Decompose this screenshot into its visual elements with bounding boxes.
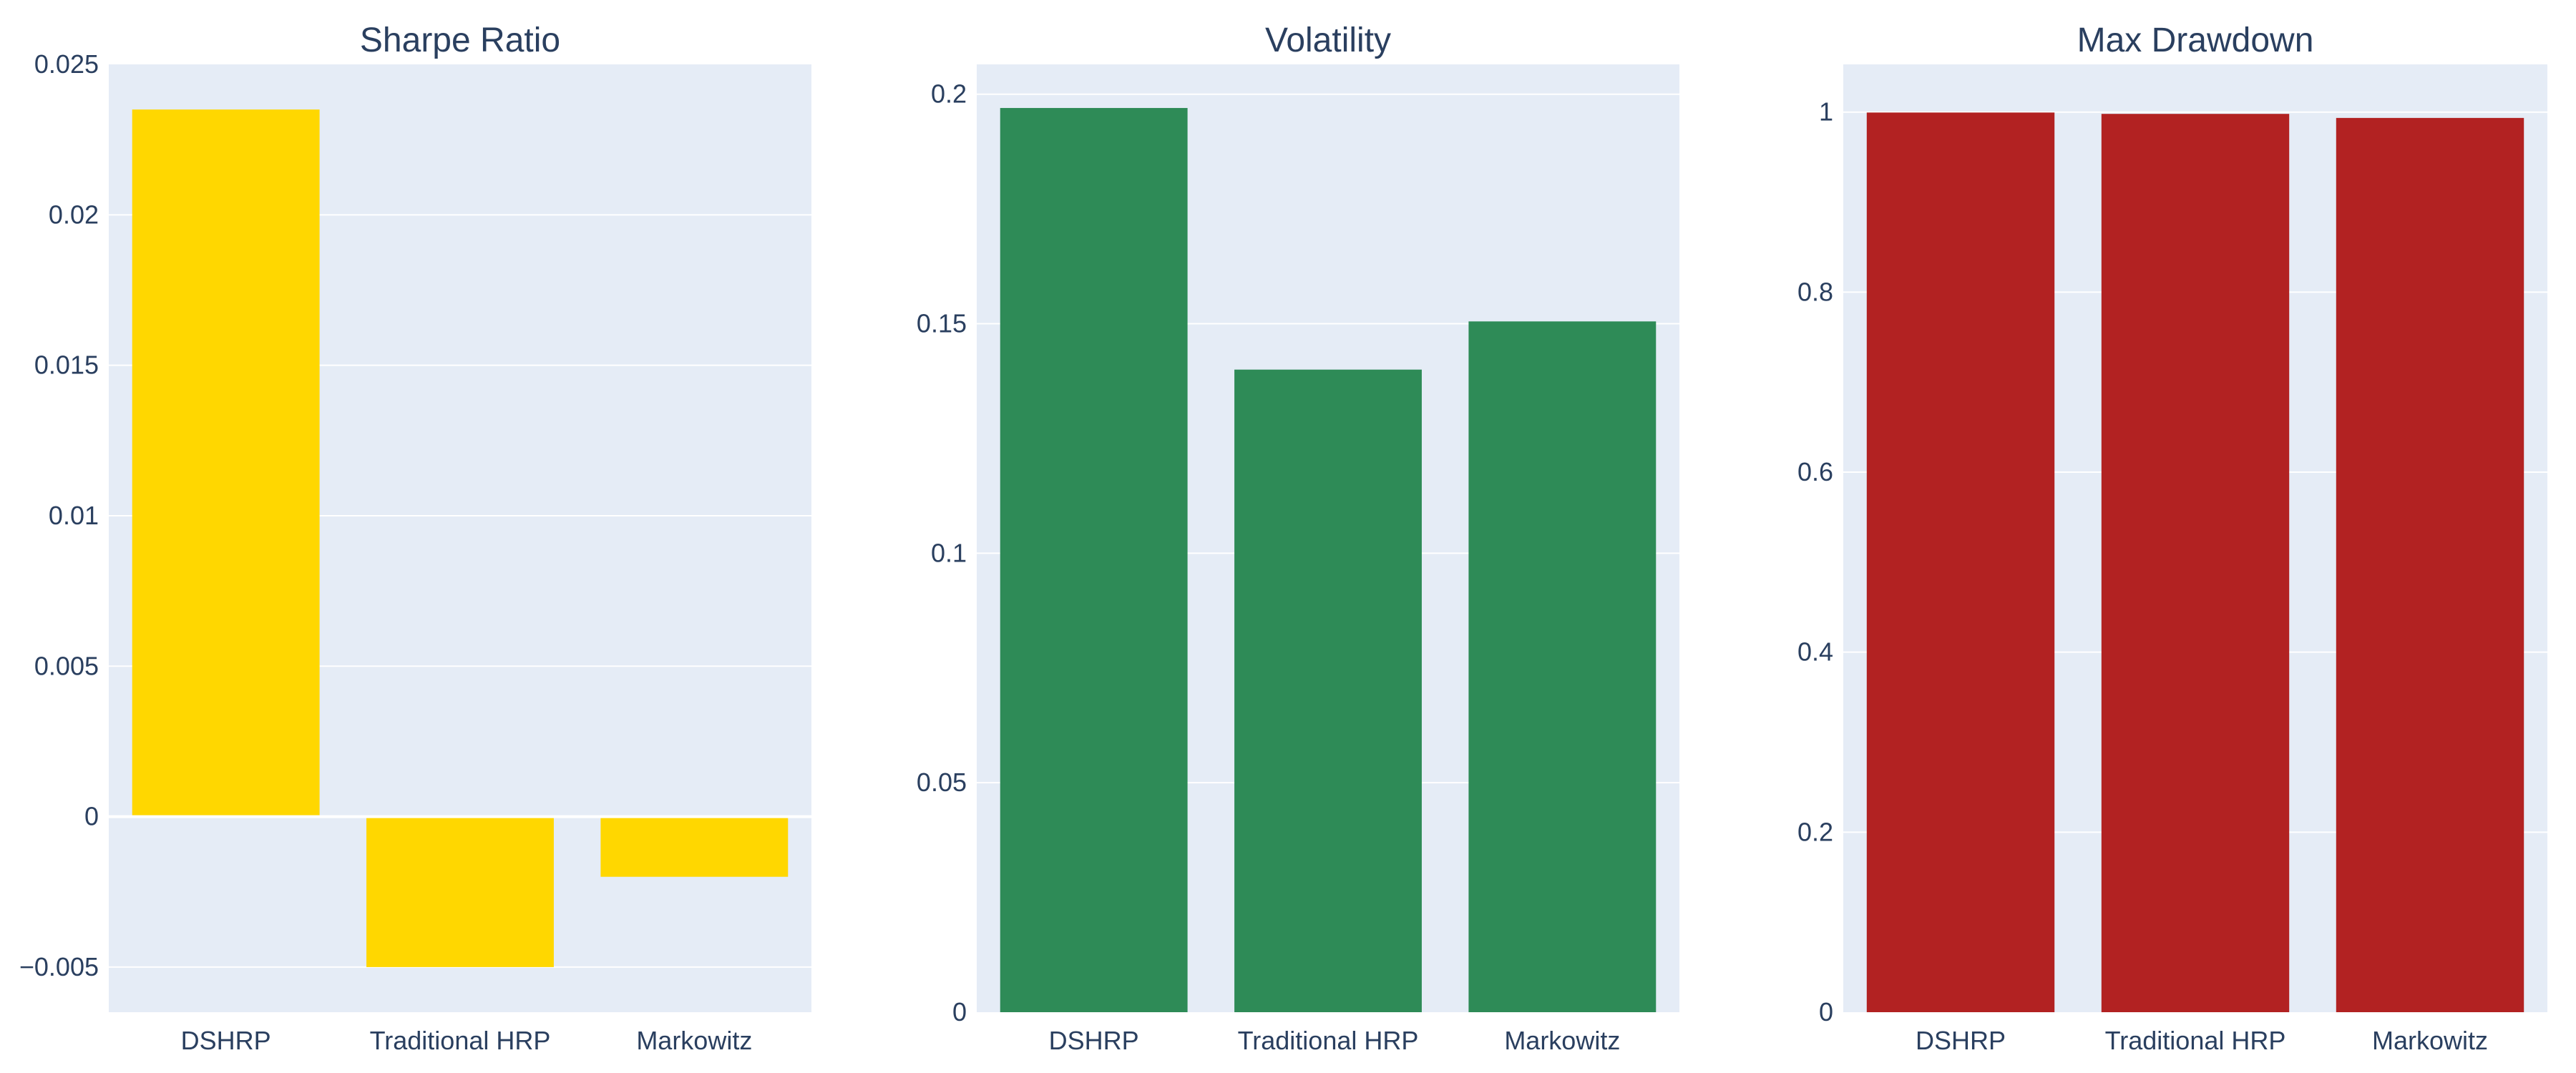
ytick-label-volatility: 0.1	[931, 538, 967, 567]
panel-drawdown: 0 0.2 0.4 0.6 0.8 1 DSHRP Traditional HRP Markow…	[1797, 21, 2547, 1055]
ytick-label-volatility: 0.15	[917, 309, 967, 338]
xtick-label-volatility: Traditional HRP	[1238, 1026, 1419, 1055]
chart-title-drawdown: Max Drawdown	[2077, 21, 2314, 59]
ytick-label-sharpe: 0.005	[34, 651, 99, 680]
chart-title-volatility: Volatility	[1265, 21, 1391, 59]
bar-drawdown-2	[2101, 114, 2290, 1012]
bar-volatility-1	[1000, 107, 1188, 1012]
xtick-label-volatility: DSHRP	[1049, 1026, 1139, 1055]
xtick-label-drawdown: Markowitz	[2372, 1026, 2488, 1055]
ytick-label-sharpe: 0.01	[49, 501, 99, 530]
bar-volatility-3	[1468, 321, 1657, 1012]
ytick-label-sharpe: 0	[84, 802, 99, 831]
panel-volatility: 0 0.05 0.1 0.15 0.2 DSHRP Traditional HRP Marko…	[917, 21, 1679, 1055]
ytick-label-drawdown: 0	[1819, 997, 1833, 1027]
bar-sharpe-3	[600, 816, 789, 877]
xtick-label-drawdown: DSHRP	[1916, 1026, 2006, 1055]
bar-volatility-2	[1234, 369, 1422, 1012]
panel-sharpe: −0.005 0 0.005 0.01 0.015 0.02 0.025 DSHRP Tradi…	[19, 21, 811, 1055]
ytick-label-drawdown: 0.2	[1797, 817, 1833, 846]
xtick-label-volatility: Markowitz	[1504, 1026, 1620, 1055]
ytick-label-drawdown: 1	[1819, 97, 1833, 127]
ytick-label-volatility: 0.05	[917, 768, 967, 797]
ytick-label-volatility: 0	[952, 997, 967, 1027]
ytick-label-drawdown: 0.6	[1797, 457, 1833, 486]
xtick-label-sharpe: DSHRP	[181, 1026, 271, 1055]
bar-sharpe-1	[132, 109, 320, 817]
xtick-label-sharpe: Markowitz	[636, 1026, 752, 1055]
ytick-label-sharpe: 0.025	[34, 49, 99, 79]
xtick-label-sharpe: Traditional HRP	[370, 1026, 551, 1055]
ytick-label-sharpe: 0.015	[34, 351, 99, 380]
ytick-label-sharpe: 0.02	[49, 200, 99, 229]
bar-sharpe-2	[366, 816, 554, 967]
ytick-label-drawdown: 0.8	[1797, 277, 1833, 306]
bar-drawdown-1	[1866, 112, 2055, 1012]
xtick-label-drawdown: Traditional HRP	[2105, 1026, 2286, 1055]
ytick-label-drawdown: 0.4	[1797, 637, 1833, 667]
ytick-label-volatility: 0.2	[931, 79, 967, 109]
ytick-label-sharpe: −0.005	[19, 952, 99, 981]
chart-title-sharpe: Sharpe Ratio	[360, 21, 560, 59]
bar-drawdown-3	[2336, 117, 2524, 1013]
